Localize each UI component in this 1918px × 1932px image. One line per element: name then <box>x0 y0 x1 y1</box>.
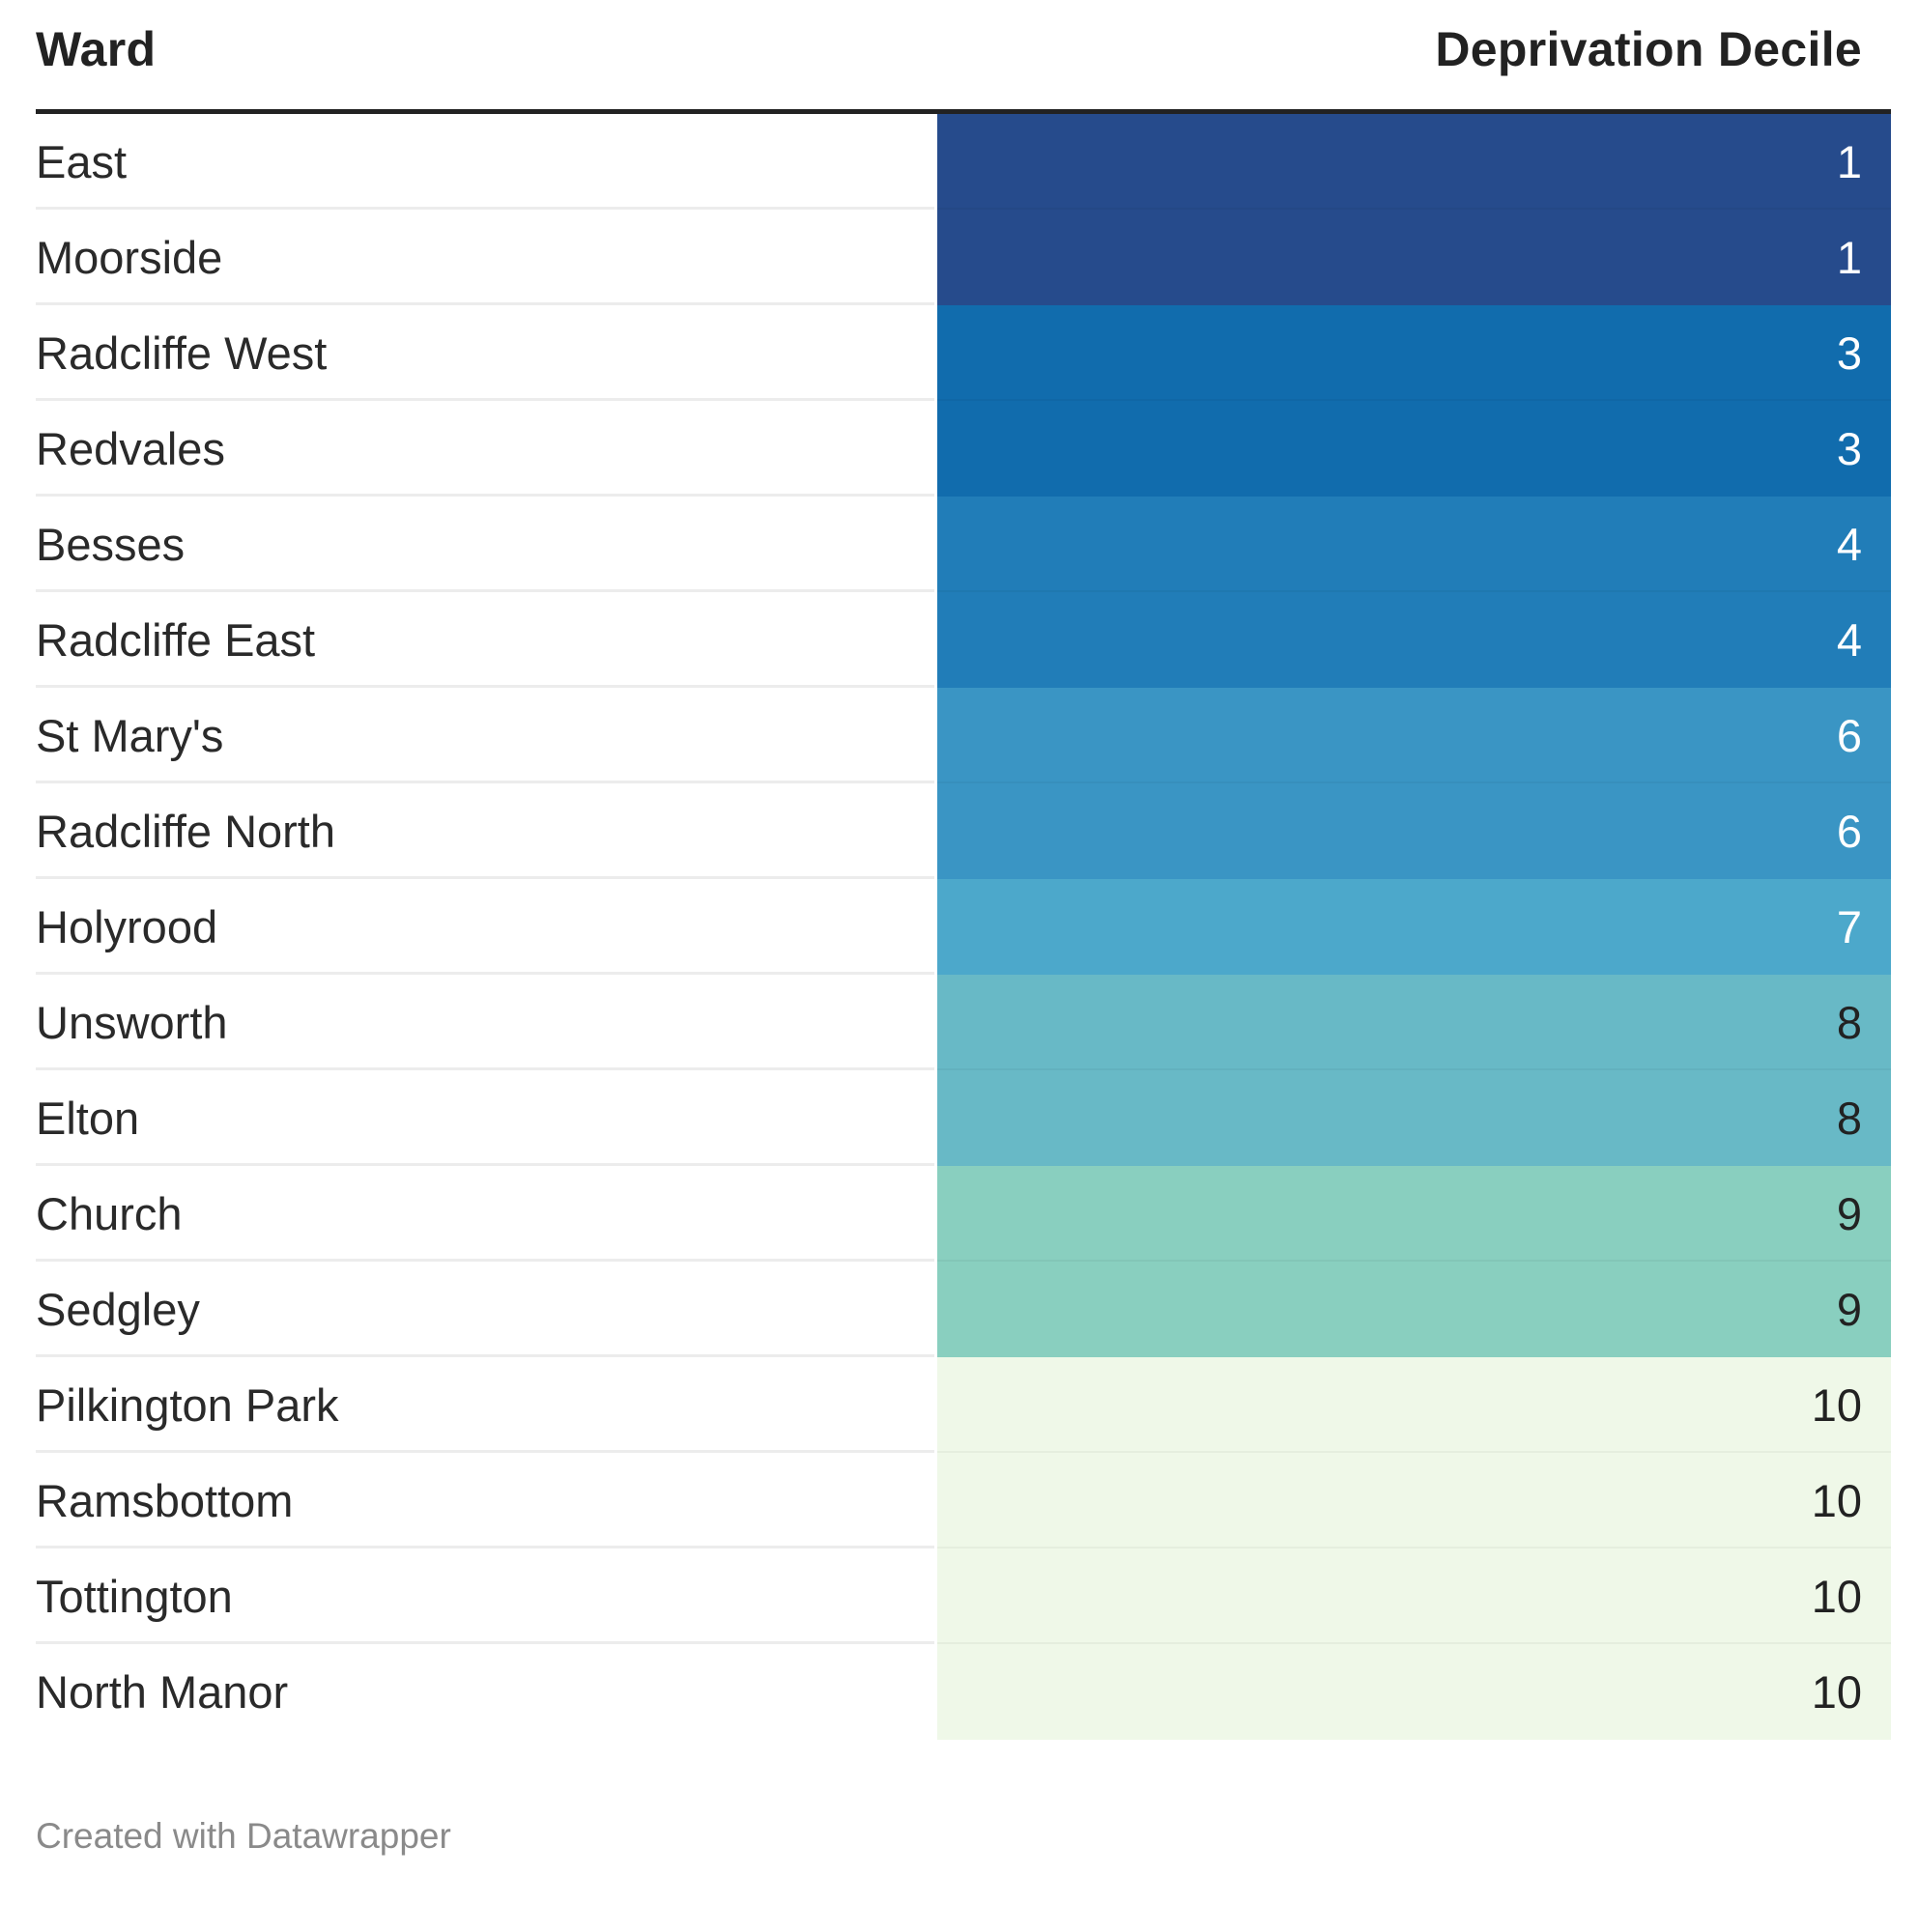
table-row: Sedgley 9 <box>36 1262 1891 1357</box>
decile-value-cell: 9 <box>937 1166 1891 1262</box>
ward-name-cell: Radcliffe North <box>36 806 335 857</box>
ward-name-cell: Pilkington Park <box>36 1379 339 1431</box>
decile-value-cell: 3 <box>937 401 1891 497</box>
ward-name-cell: St Mary's <box>36 710 224 761</box>
decile-value-cell: 3 <box>937 305 1891 401</box>
decile-value-cell: 8 <box>937 975 1891 1070</box>
ward-name-cell: North Manor <box>36 1666 289 1718</box>
decile-value-cell: 1 <box>937 114 1891 210</box>
table-header: Ward Deprivation Decile <box>36 0 1891 114</box>
column-header-decile: Deprivation Decile <box>1435 22 1862 76</box>
ward-name-cell: Holyrood <box>36 901 218 952</box>
column-header-ward: Ward <box>36 22 157 76</box>
decile-value-cell: 4 <box>937 592 1891 688</box>
decile-value-cell: 10 <box>937 1548 1891 1644</box>
ward-name-cell: East <box>36 136 128 187</box>
ward-name-cell: Sedgley <box>36 1284 200 1335</box>
table-row: Elton 8 <box>36 1070 1891 1166</box>
ward-name-cell: Radcliffe East <box>36 614 316 666</box>
ward-name-cell: Unsworth <box>36 997 228 1048</box>
table-row: Tottington 10 <box>36 1548 1891 1644</box>
ward-name-cell: Radcliffe West <box>36 327 328 379</box>
decile-value-cell: 10 <box>937 1357 1891 1453</box>
decile-value-cell: 9 <box>937 1262 1891 1357</box>
decile-value-cell: 6 <box>937 688 1891 783</box>
table-row: North Manor 10 <box>36 1644 1891 1740</box>
table-body: East 1 Moorside 1 Radcliffe West 3 Redvales 3 Be… <box>36 114 1891 1740</box>
decile-value-cell: 1 <box>937 210 1891 305</box>
decile-value-cell: 6 <box>937 783 1891 879</box>
ward-name-cell: Redvales <box>36 423 225 474</box>
table-row: St Mary's 6 <box>36 688 1891 783</box>
decile-value-cell: 8 <box>937 1070 1891 1166</box>
decile-value-cell: 10 <box>937 1644 1891 1740</box>
table-row: Unsworth 8 <box>36 975 1891 1070</box>
table-row: Radcliffe North 6 <box>36 783 1891 879</box>
ward-name-cell: Ramsbottom <box>36 1475 294 1526</box>
table-row: Pilkington Park 10 <box>36 1357 1891 1453</box>
decile-value-cell: 10 <box>937 1453 1891 1548</box>
table-row: Radcliffe West 3 <box>36 305 1891 401</box>
table-row: Radcliffe East 4 <box>36 592 1891 688</box>
table-row: Redvales 3 <box>36 401 1891 497</box>
ward-name-cell: Moorside <box>36 232 223 283</box>
table-row: Holyrood 7 <box>36 879 1891 975</box>
ward-name-cell: Church <box>36 1188 183 1239</box>
table-row: Ramsbottom 10 <box>36 1453 1891 1548</box>
footer-credit: Created with Datawrapper <box>36 1816 451 1856</box>
decile-value-cell: 7 <box>937 879 1891 975</box>
decile-value-cell: 4 <box>937 497 1891 592</box>
ward-name-cell: Tottington <box>36 1571 233 1622</box>
table-row: East 1 <box>36 114 1891 210</box>
table-row: Church 9 <box>36 1166 1891 1262</box>
table-row: Besses 4 <box>36 497 1891 592</box>
ward-name-cell: Elton <box>36 1093 140 1144</box>
decile-table: Ward Deprivation Decile East 1 Moorside 1 Ra… <box>36 0 1891 1740</box>
table-row: Moorside 1 <box>36 210 1891 305</box>
ward-name-cell: Besses <box>36 519 186 570</box>
